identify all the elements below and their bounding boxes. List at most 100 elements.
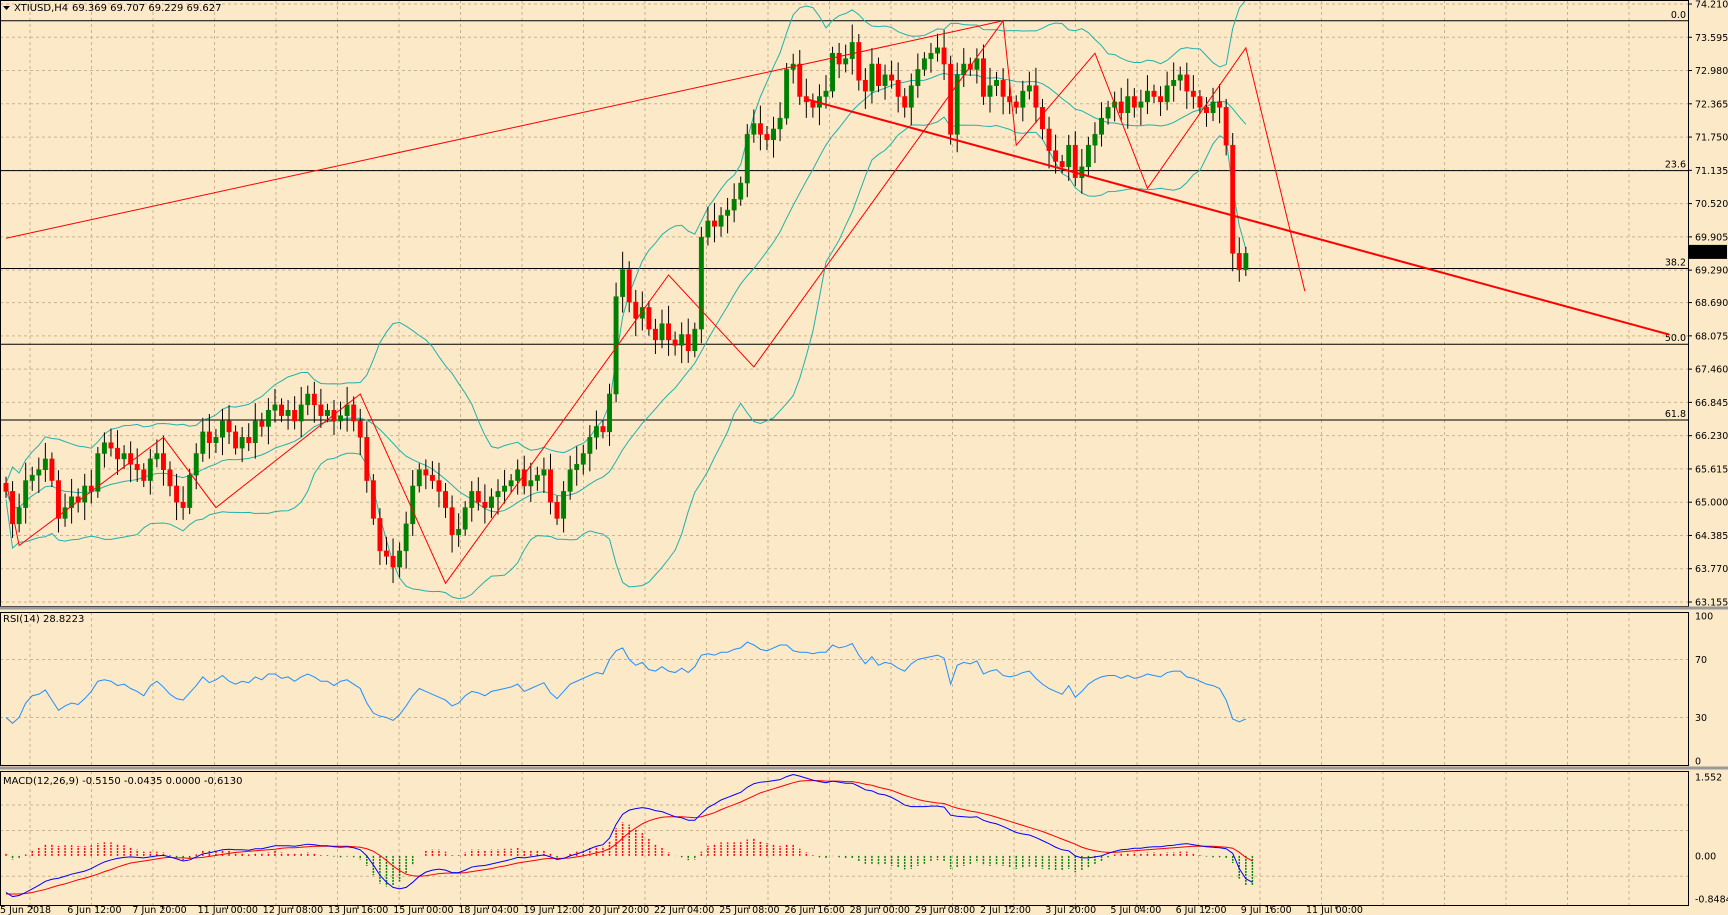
bollinger-middle-band — [5, 72, 1247, 513]
pane-border — [0, 771, 1689, 906]
candle-body — [1092, 134, 1098, 146]
candle-body — [42, 458, 48, 470]
candle-body — [705, 220, 711, 238]
fib-level-label: 0.0 — [1671, 10, 1686, 21]
candle-body — [1059, 161, 1065, 168]
candle-body — [29, 474, 35, 481]
candle-body — [1072, 144, 1078, 178]
candle-body — [377, 518, 383, 552]
symbol-label: XTIUSD,H4 — [14, 3, 68, 14]
time-tick-label: 6 Jul 12:00 — [1176, 905, 1227, 915]
candle-body — [935, 47, 940, 54]
macd-tick-label: -0.8484 — [1695, 895, 1728, 906]
candle-body — [725, 209, 731, 216]
candle-body — [121, 453, 127, 460]
candle-body — [318, 404, 324, 416]
candle-body — [980, 58, 986, 97]
candle-body — [685, 334, 691, 351]
candle-body — [843, 58, 849, 65]
candle-body — [246, 437, 252, 443]
candle-body — [567, 469, 573, 492]
candle-body — [876, 63, 881, 86]
time-tick-label: 15 Jun 00:00 — [393, 905, 453, 915]
candle-body — [134, 464, 140, 470]
candle-body — [167, 469, 173, 487]
candle-body — [1164, 85, 1170, 103]
candle-body — [10, 491, 16, 525]
candle-body — [1151, 90, 1157, 97]
price-tick-label: 66.230 — [1695, 431, 1728, 442]
candle-body — [994, 80, 1000, 86]
time-tick-label: 13 Jun 16:00 — [328, 905, 388, 915]
fib-level-label: 50.0 — [1665, 333, 1686, 344]
candle-body — [423, 469, 429, 476]
time-tick-label: 11 Jul 00:00 — [1306, 905, 1363, 915]
candle-body — [357, 420, 363, 438]
macd-signal-line — [6, 780, 1253, 895]
candle-body — [987, 85, 993, 97]
candle-body — [265, 409, 271, 427]
candle-body — [226, 420, 232, 433]
candle-body — [462, 507, 468, 530]
candle-body — [502, 485, 508, 492]
price-tick-label: 71.135 — [1695, 166, 1728, 177]
candle-body — [351, 404, 357, 422]
candle-body — [370, 480, 376, 519]
candle-body — [1085, 144, 1091, 168]
candle-body — [948, 63, 954, 135]
rsi-tick-label: 0 — [1695, 757, 1701, 768]
rsi-tick-label: 30 — [1695, 713, 1707, 724]
candle-body — [751, 123, 757, 135]
candle-body — [1217, 101, 1223, 108]
candle-body — [108, 442, 114, 449]
candle-body — [285, 409, 291, 416]
macd-title: MACD(12,26,9) -0.5150 -0.0435 0.0000 -0.… — [3, 776, 242, 787]
rsi-tick-label: 70 — [1695, 655, 1707, 666]
fib-level-label: 38.2 — [1665, 258, 1686, 269]
candle-body — [324, 409, 330, 416]
candle-body — [180, 501, 186, 508]
candle-body — [1033, 85, 1039, 108]
candle-body — [292, 409, 298, 422]
candle-body — [928, 52, 934, 59]
candle-body — [1144, 90, 1150, 103]
price-tick-label: 72.980 — [1695, 66, 1728, 77]
time-tick-label: 5 Jul 04:00 — [1110, 905, 1161, 915]
candle-body — [554, 501, 560, 519]
candle-body — [869, 63, 875, 92]
time-tick-label: 9 Jul 16:00 — [1241, 905, 1292, 915]
triangle-down-icon[interactable] — [3, 6, 10, 10]
candle-body — [810, 101, 816, 108]
candle-body — [384, 550, 389, 557]
candle-body — [836, 52, 842, 65]
fib-level-label: 23.6 — [1665, 160, 1686, 171]
candle-body — [331, 409, 337, 422]
chart-header: XTIUSD,H4 69.369 69.707 69.229 69.627 — [3, 3, 222, 14]
candle-body — [528, 480, 534, 487]
macd-tick-label: 1.552 — [1695, 773, 1722, 784]
macd-tick-label: 0.00 — [1695, 851, 1716, 862]
price-tick-label: 74.210 — [1695, 0, 1728, 11]
candle-body — [488, 496, 494, 508]
candle-body — [646, 307, 652, 330]
candle-body — [1079, 166, 1085, 178]
candle-body — [679, 334, 685, 346]
price-tick-label: 73.595 — [1695, 33, 1728, 44]
candle-body — [698, 236, 704, 330]
candle-body — [56, 480, 61, 519]
candle-body — [187, 474, 193, 508]
candle-body — [390, 556, 396, 568]
candle-body — [849, 42, 855, 59]
candle-body — [272, 404, 278, 411]
candle-body — [515, 469, 521, 481]
candle-body — [160, 453, 166, 470]
candle-body — [1040, 107, 1045, 130]
time-tick-label: 3 Jul 20:00 — [1045, 905, 1096, 915]
price-tick-label: 71.750 — [1695, 133, 1728, 144]
candle-body — [1230, 144, 1236, 254]
price-tick-label: 64.385 — [1695, 531, 1728, 542]
candle-body — [574, 464, 580, 470]
candle-body — [443, 491, 448, 508]
fibonacci-levels: 0.0 23.6 38.2 50.0 61.8 — [0, 10, 1688, 421]
